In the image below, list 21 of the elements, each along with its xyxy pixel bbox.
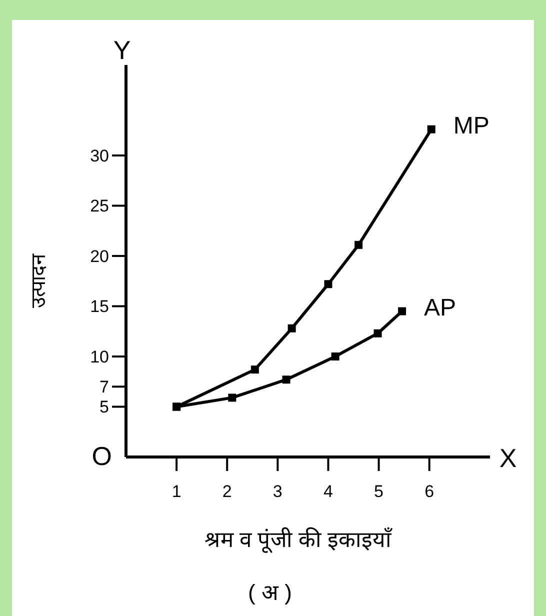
y-tick-label: 7 xyxy=(100,378,109,397)
text: X xyxy=(499,443,517,473)
y-axis-title: उत्पादन xyxy=(28,253,50,308)
text: Y xyxy=(113,35,131,65)
y-tick-label: 25 xyxy=(90,196,109,216)
x-tick-label: 6 xyxy=(424,482,434,501)
series-label: MP xyxy=(453,112,490,140)
x-axis-title: श्रम व पूंजी की इकाइयाँ xyxy=(204,527,393,554)
series-label: AP xyxy=(424,294,456,322)
y-tick-label: 30 xyxy=(90,146,109,166)
x-tick-label: 3 xyxy=(272,482,282,501)
y-tick-label: 5 xyxy=(100,398,109,417)
y-tick-label: 20 xyxy=(90,246,109,266)
y-tick-label: 10 xyxy=(90,347,109,366)
text: ( अ ) xyxy=(248,580,292,605)
x-tick-label: 4 xyxy=(323,482,333,501)
y-tick-label: 15 xyxy=(90,297,109,316)
x-tick-label: 2 xyxy=(222,482,232,501)
x-tick-label: 1 xyxy=(172,482,182,501)
text: O xyxy=(92,441,112,471)
x-tick-label: 5 xyxy=(374,482,384,501)
